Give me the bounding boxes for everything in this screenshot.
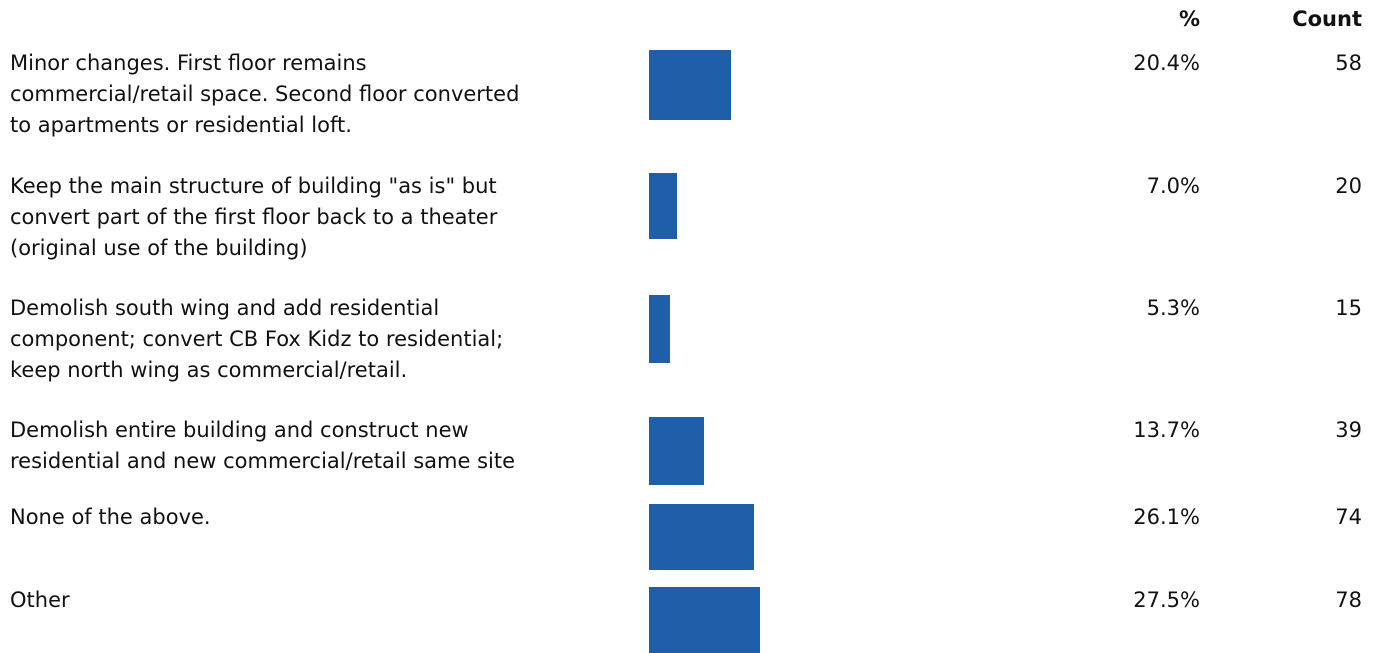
category-label-line: Keep the main structure of building "as … [10,174,497,198]
bar [649,417,704,485]
category-label: Minor changes. First floor remains commer… [10,48,630,141]
percent-column-header: % [1178,7,1200,31]
percent-value: 27.5% [1133,588,1200,612]
count-value: 58 [1335,51,1362,75]
bar [649,295,670,363]
percent-value: 7.0% [1146,174,1200,198]
percent-value: 5.3% [1146,296,1200,320]
percent-value: 13.7% [1133,418,1200,442]
count-value: 15 [1335,296,1362,320]
bar [649,587,760,653]
category-label-line: Demolish entire building and construct n… [10,418,469,442]
category-label: Demolish south wing and add residential c… [10,293,630,386]
category-label: Keep the main structure of building "as … [10,171,630,264]
category-label-line: (original use of the building) [10,236,308,260]
count-value: 78 [1335,588,1362,612]
category-label-line: convert part of the first floor back to … [10,205,498,229]
bar [649,173,677,239]
category-label: Other [10,585,630,616]
category-label-line: None of the above. [10,505,211,529]
count-value: 74 [1335,505,1362,529]
category-label: None of the above. [10,502,630,533]
category-label-line: Demolish south wing and add residential [10,296,440,320]
count-value: 39 [1335,418,1362,442]
count-value: 20 [1335,174,1362,198]
category-label-line: keep north wing as commercial/retail. [10,358,408,382]
category-label-line: to apartments or residential loft. [10,113,352,137]
percent-value: 26.1% [1133,505,1200,529]
category-label-line: commercial/retail space. Second floor co… [10,82,520,106]
category-label-line: Minor changes. First floor remains [10,51,367,75]
category-label-line: component; convert CB Fox Kidz to reside… [10,327,504,351]
category-label-line: residential and new commercial/retail sa… [10,449,516,473]
bar [649,50,731,120]
category-label-line: Other [10,588,70,612]
percent-value: 20.4% [1133,51,1200,75]
bar [649,504,754,570]
count-column-header: Count [1292,7,1362,31]
category-label: Demolish entire building and construct n… [10,415,630,477]
